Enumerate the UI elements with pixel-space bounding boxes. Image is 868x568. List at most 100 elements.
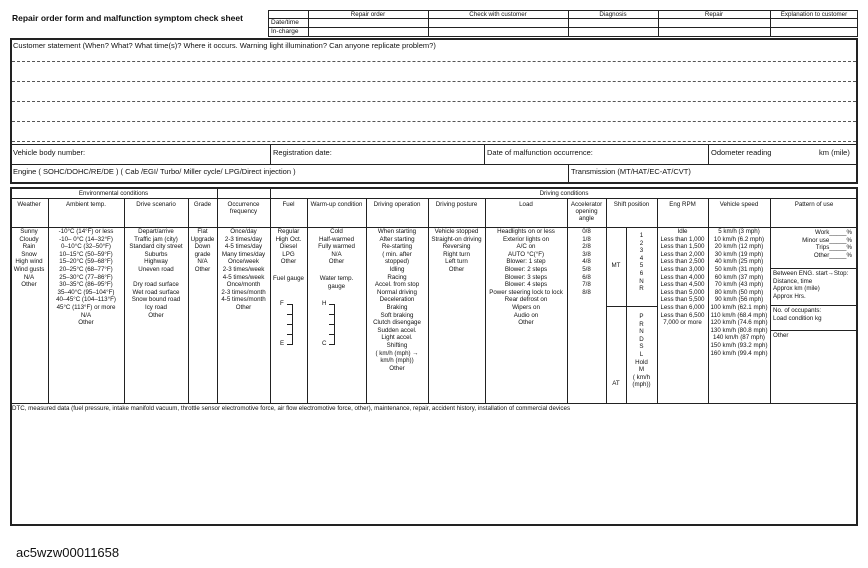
shift-option: 5: [639, 262, 644, 270]
rule: [268, 27, 858, 28]
condition-option: 25–30°C (77–86°F): [59, 273, 113, 281]
shift-option: R: [639, 320, 644, 328]
gauge-label: H: [322, 300, 327, 307]
condition-option: Upgrade: [190, 235, 215, 243]
rule: [10, 144, 858, 145]
condition-option: Less than 2,000: [660, 250, 705, 258]
condition-option: -10°C (14°F) or less: [58, 228, 114, 235]
rule: [10, 227, 858, 228]
rule: [287, 314, 293, 315]
rule: [567, 198, 568, 403]
column-header: Weather: [17, 201, 41, 208]
condition-option: Cloudy: [19, 235, 39, 243]
condition-option: Once/day: [230, 228, 257, 235]
condition-option: N/A: [80, 311, 92, 319]
condition-option: A/C on: [516, 243, 536, 251]
pattern-option: Load condition kg: [773, 314, 822, 322]
condition-option: Once/month: [226, 281, 261, 289]
rule: [12, 61, 856, 62]
pattern-option: Approx Hrs.: [773, 292, 806, 300]
column-header: Driving operation: [373, 201, 421, 208]
engine: Engine ( SOHC/DOHC/RE/DE ) ( Cab /EGI/ T…: [13, 167, 296, 176]
condition-option: Other: [328, 258, 345, 266]
conditions-box: [10, 187, 858, 526]
condition-option: 20–25°C (68–77°F): [59, 266, 113, 273]
condition-option: Less than 6,000: [660, 304, 705, 311]
rule: [12, 81, 856, 82]
pattern-option: Between ENG. start→Stop:: [773, 270, 849, 277]
gauge-label: E: [280, 340, 285, 347]
rule: [287, 344, 293, 345]
condition-option: Less than 1,000: [660, 235, 705, 243]
condition-option: Many times/day: [221, 250, 266, 258]
condition-option: Right turn: [443, 250, 470, 258]
shift-option: P: [639, 313, 644, 320]
condition-option: gauge: [327, 282, 346, 290]
rule: [329, 334, 335, 335]
condition-option: Accel. from stop: [374, 281, 420, 289]
condition-option: 45°C (113°F) or more: [56, 304, 116, 311]
pattern-option: Work_____%: [814, 229, 852, 236]
condition-option: Icy road: [144, 304, 167, 311]
statement-prompt: Customer statement (When? What? What tim…: [13, 41, 436, 50]
rule: [329, 314, 335, 315]
top-table: [268, 10, 858, 37]
pattern-option: Other: [773, 332, 789, 339]
column-header: Fuel: [282, 201, 295, 208]
shift-group: MT: [611, 262, 621, 269]
group-header: Driving conditions: [539, 190, 589, 197]
rule: [48, 198, 49, 403]
condition-option: 3/8: [582, 250, 591, 258]
condition-option: 0/8: [582, 228, 591, 235]
condition-option: Dry road surface: [133, 281, 179, 289]
condition-option: Other: [148, 311, 164, 319]
condition-option: Cold: [330, 228, 343, 235]
condition-option: Other: [78, 319, 94, 327]
condition-option: Racing: [387, 273, 407, 281]
condition-option: 2-3 times/day: [224, 235, 263, 243]
column-header: Repair order: [350, 10, 386, 18]
condition-option: 1/8: [582, 235, 591, 243]
rule: [287, 334, 293, 335]
column-header: Vehicle speed: [719, 201, 759, 208]
condition-option: Deceleration: [379, 296, 415, 304]
condition-option: 30–35°C (86–95°F): [59, 281, 113, 289]
rule: [217, 198, 218, 403]
condition-option: Other: [518, 319, 534, 327]
condition-option: High wind: [15, 258, 43, 266]
pattern-option: Minor use_____%: [802, 236, 852, 244]
condition-option: Other: [448, 266, 465, 273]
condition-option: Flat: [197, 228, 208, 235]
shift-option: N: [639, 328, 644, 336]
condition-option: Traffic jam (city): [134, 235, 178, 243]
condition-option: Less than 5,000: [660, 288, 705, 296]
condition-option: Less than 4,500: [660, 281, 705, 289]
condition-option: Other: [389, 364, 405, 372]
odometer-unit: km (mile): [819, 148, 850, 157]
condition-option: Reversing: [442, 243, 471, 251]
rule: [10, 198, 858, 199]
column-header: Explanation to customer: [780, 10, 848, 18]
rule: [329, 304, 335, 305]
condition-option: Uneven road: [138, 266, 174, 273]
rule: [626, 227, 627, 403]
shift-option: N: [639, 277, 644, 285]
column-header: Diagnosis: [599, 10, 627, 18]
condition-option: Less than 4,000: [660, 273, 705, 281]
column-header: Eng RPM: [669, 201, 696, 208]
shift-option: 4: [639, 254, 644, 262]
transmission: Transmission (MT/HAT/EC-AT/CVT): [571, 167, 691, 176]
shift-option: M: [638, 366, 645, 374]
shift-option: 3: [639, 247, 644, 255]
condition-option: Other: [280, 258, 297, 266]
condition-option: Left turn: [445, 258, 468, 266]
condition-option: 4-5 times/week: [222, 273, 265, 281]
group-header: Environmental conditions: [78, 190, 149, 197]
rule: [12, 141, 856, 142]
pattern-option: Other_____%: [813, 251, 852, 259]
rule: [485, 198, 486, 403]
condition-option: Exterior lights on: [502, 235, 550, 243]
condition-option: 2-3 times/month: [221, 288, 266, 296]
condition-option: Blower: 1 step: [506, 258, 546, 266]
